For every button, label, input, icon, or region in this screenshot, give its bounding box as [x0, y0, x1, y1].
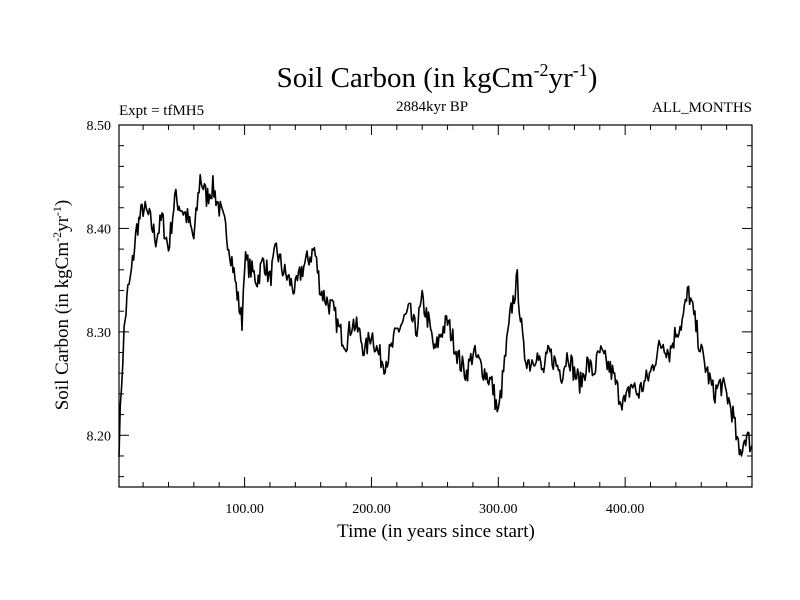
x-axis-label: Time (in years since start): [337, 521, 535, 542]
x-tick-label: 200.00: [352, 502, 391, 517]
y-axis-label: Soil Carbon (in kgCm-2yr-1): [50, 200, 73, 411]
y-tick-label: 8.50: [87, 119, 112, 134]
x-tick-label: 300.00: [479, 502, 518, 517]
period-label: 2884kyr BP: [396, 99, 468, 115]
soil-carbon-series-line: [118, 173, 753, 458]
plot-frame: [118, 124, 753, 488]
axis-tick-labels: 100.00 200.00 300.00 400.00 8.20 8.30 8.40 8.50: [87, 119, 645, 517]
months-label: ALL_MONTHS: [652, 100, 752, 116]
x-tick-label: 400.00: [606, 502, 645, 517]
experiment-label: Expt = tfMH5: [119, 103, 204, 119]
x-tick-label: 100.00: [225, 502, 264, 517]
axis-ticks: [119, 124, 752, 487]
chart-title: Soil Carbon (in kgCm-2yr-1): [277, 60, 598, 94]
y-tick-label: 8.40: [87, 222, 112, 237]
y-tick-label: 8.20: [87, 429, 112, 444]
y-tick-label: 8.30: [87, 326, 112, 341]
